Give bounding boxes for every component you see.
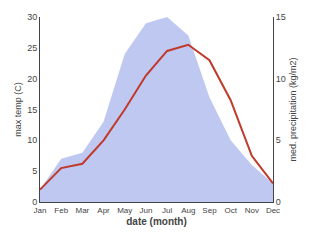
svg-text:Jan: Jan bbox=[34, 206, 47, 215]
svg-text:Aug: Aug bbox=[181, 206, 195, 215]
svg-text:Sep: Sep bbox=[202, 206, 217, 215]
svg-text:Jul: Jul bbox=[162, 206, 172, 215]
svg-text:Jun: Jun bbox=[139, 206, 152, 215]
svg-text:date (month): date (month) bbox=[126, 216, 187, 227]
svg-text:Oct: Oct bbox=[224, 206, 237, 215]
svg-text:25: 25 bbox=[27, 43, 37, 53]
svg-text:5: 5 bbox=[32, 166, 37, 176]
svg-text:0: 0 bbox=[32, 197, 37, 207]
svg-text:30: 30 bbox=[27, 12, 37, 22]
svg-text:med. precipitation (kg/m2): med. precipitation (kg/m2) bbox=[288, 57, 298, 161]
svg-text:10: 10 bbox=[276, 74, 286, 84]
svg-text:May: May bbox=[117, 206, 132, 215]
svg-text:Apr: Apr bbox=[97, 206, 110, 215]
svg-text:Dec: Dec bbox=[266, 206, 280, 215]
svg-text:Nov: Nov bbox=[245, 206, 259, 215]
svg-text:max temp (C): max temp (C) bbox=[13, 82, 23, 137]
svg-text:20: 20 bbox=[27, 74, 37, 84]
svg-text:5: 5 bbox=[276, 135, 281, 145]
svg-text:10: 10 bbox=[27, 135, 37, 145]
svg-text:Feb: Feb bbox=[54, 206, 68, 215]
svg-text:0: 0 bbox=[276, 197, 281, 207]
svg-text:15: 15 bbox=[276, 12, 286, 22]
svg-text:15: 15 bbox=[27, 105, 37, 115]
svg-text:Mar: Mar bbox=[75, 206, 89, 215]
